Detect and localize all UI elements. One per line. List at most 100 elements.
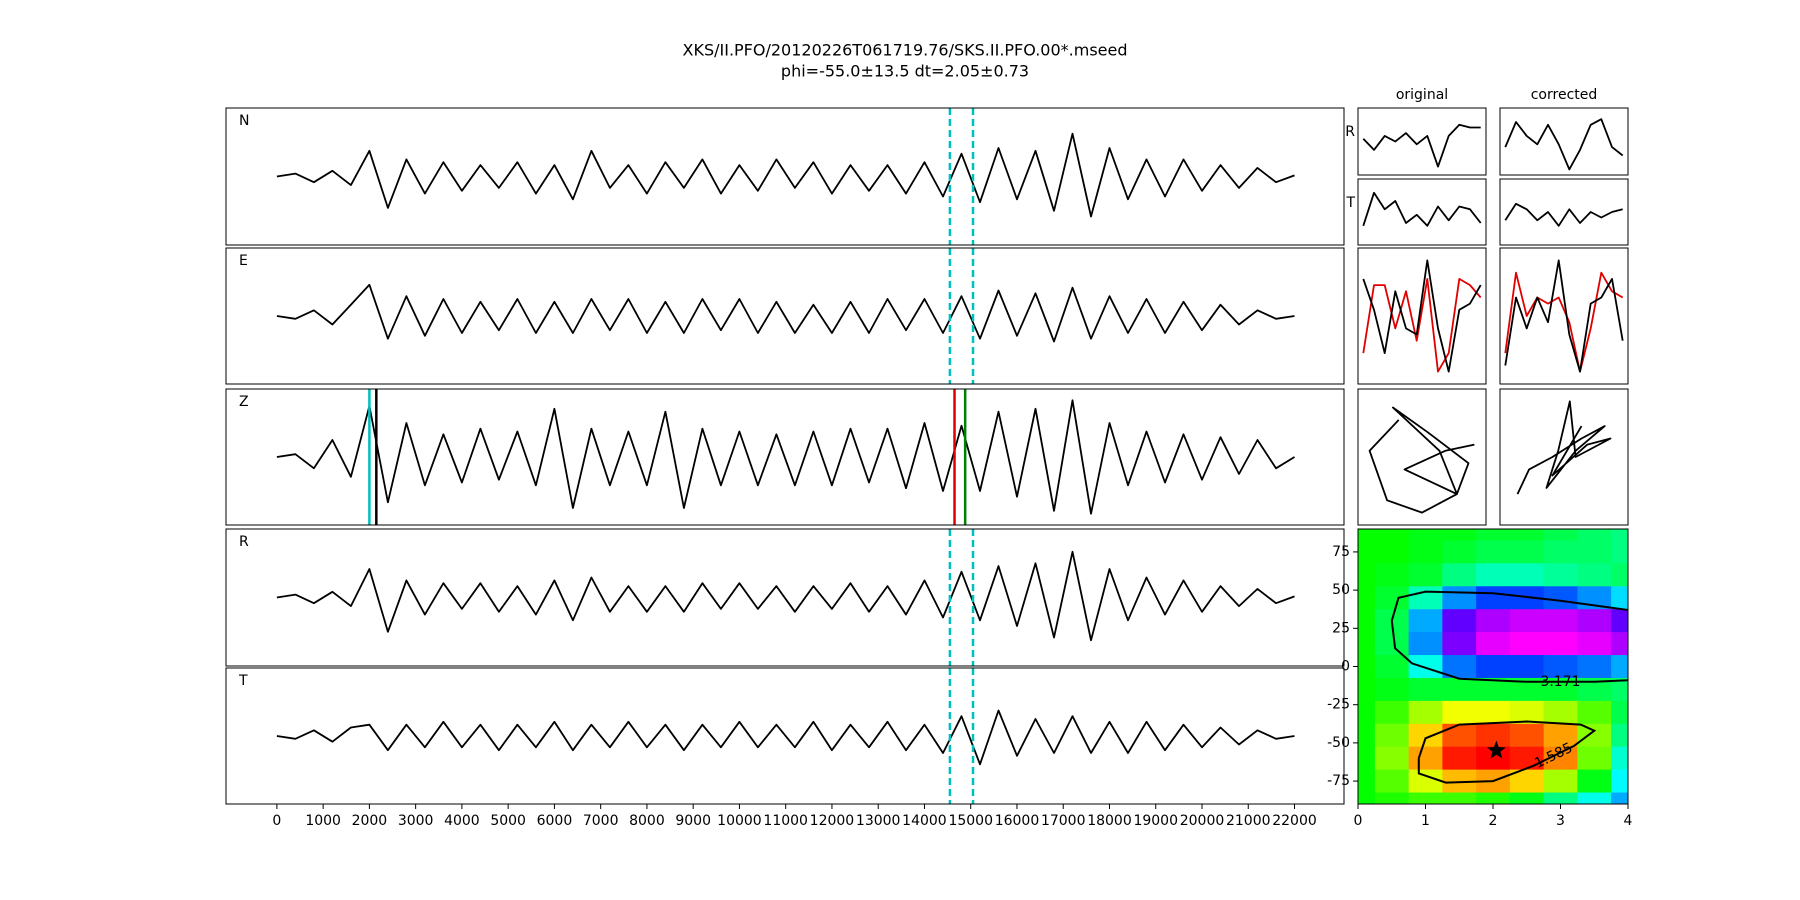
heat-cell: [1476, 723, 1511, 748]
heat-cell: [1442, 700, 1477, 725]
heat-cell: [1476, 540, 1511, 564]
panel-frame: [225, 247, 1345, 385]
panel: [1504, 118, 1624, 171]
waveform: [1362, 191, 1482, 227]
waveform: [276, 709, 1295, 766]
x-tick-label: 15000: [948, 813, 993, 829]
heat-cell: [1408, 655, 1443, 679]
waveform: [1516, 400, 1612, 495]
heat-cell: [1442, 677, 1477, 702]
x-tick-label: 1: [1421, 813, 1430, 829]
best-star: [1486, 740, 1506, 759]
heat-cell: [1611, 723, 1628, 748]
panel-frame: [1499, 247, 1629, 385]
heat-cell: [1577, 746, 1612, 771]
heat-cell: [1476, 563, 1511, 587]
heat-cell: [1577, 632, 1612, 656]
heat-cell: [1577, 655, 1612, 679]
heat-cell: [1509, 655, 1545, 679]
panel-title: original: [1396, 87, 1448, 103]
waveform: [1504, 259, 1624, 373]
panel-frame: [225, 667, 1345, 805]
heat-cell: [1374, 540, 1410, 564]
contour-label: 3.171: [1540, 674, 1580, 690]
panel-frame: [1357, 178, 1487, 246]
heat-cell: [1374, 769, 1410, 794]
heat-cell: [1442, 792, 1477, 804]
heat-cell: [1442, 609, 1477, 633]
panel-frame: [1357, 107, 1487, 176]
heat-cell: [1358, 769, 1376, 794]
heat-cell: [1611, 792, 1628, 804]
heat-cell: [1509, 563, 1545, 587]
panel-frame: [1357, 388, 1487, 526]
contour-line: [1417, 720, 1597, 784]
waveform: [1504, 271, 1624, 373]
heat-cell: [1509, 700, 1545, 725]
heat-cell: [1358, 563, 1376, 587]
heat-cell: [1408, 700, 1443, 725]
y-tick-label: -25: [1327, 697, 1350, 713]
x-tick-label: 4000: [444, 813, 480, 829]
heat-cell: [1611, 529, 1628, 542]
heat-cell: [1358, 540, 1376, 564]
heat-cell: [1442, 632, 1477, 656]
x-tick-label: 2000: [352, 813, 388, 829]
heat-cell: [1358, 723, 1376, 748]
heat-cell: [1358, 655, 1376, 679]
heat-cell: [1577, 609, 1612, 633]
heat-cell: [1543, 746, 1578, 771]
heat-cell: [1543, 632, 1578, 656]
x-tick-label: 3: [1556, 813, 1565, 829]
x-tick-label: 4: [1624, 813, 1633, 829]
heat-cell: [1408, 609, 1443, 633]
heat-cell: [1577, 540, 1612, 564]
waveform: [276, 399, 1295, 515]
heat-cell: [1611, 563, 1628, 587]
heat-cell: [1476, 609, 1511, 633]
heat-cell: [1374, 563, 1410, 587]
heat-cell: [1509, 792, 1545, 804]
heat-cell: [1509, 723, 1545, 748]
panel: [276, 668, 1295, 804]
heat-cell: [1476, 655, 1511, 679]
heat-cell: [1442, 723, 1477, 748]
x-tick-label: 9000: [675, 813, 711, 829]
contour-line: [1390, 590, 1628, 683]
y-tick-label: -50: [1327, 735, 1350, 751]
x-tick-label: 14000: [902, 813, 947, 829]
series-label: R: [1345, 124, 1355, 140]
panel: [1368, 406, 1475, 514]
panel-frame: [225, 107, 1345, 246]
heat-cell: [1408, 723, 1443, 748]
heat-cell: [1442, 655, 1477, 679]
x-tick-label: 0: [272, 813, 281, 829]
series-label: T: [1345, 195, 1355, 211]
waveform: [276, 550, 1295, 642]
heat-cell: [1543, 677, 1578, 702]
heat-cell: [1611, 632, 1628, 656]
heat-cell: [1476, 700, 1511, 725]
x-tick-label: 2: [1489, 813, 1498, 829]
heat-cell: [1577, 769, 1612, 794]
heat-cell: [1509, 529, 1545, 542]
panel-frame: [1357, 247, 1487, 385]
heat-cell: [1408, 540, 1443, 564]
heat-cell: [1611, 655, 1628, 679]
heat-cell: [1509, 769, 1545, 794]
heat-cell: [1509, 632, 1545, 656]
panel: [1362, 191, 1482, 227]
waveform: [1362, 123, 1481, 168]
x-tick-label: 20000: [1180, 813, 1225, 829]
panel-title: corrected: [1531, 87, 1598, 103]
heat-cell: [1543, 563, 1578, 587]
heat-cell: [1543, 540, 1578, 564]
y-tick-label: 75: [1332, 544, 1350, 560]
panel: [276, 389, 1295, 525]
x-tick-label: 8000: [629, 813, 665, 829]
heat-cell: [1358, 632, 1376, 656]
heat-cell: [1476, 792, 1511, 804]
waveform: [1362, 278, 1482, 373]
heat-cell: [1374, 746, 1410, 771]
